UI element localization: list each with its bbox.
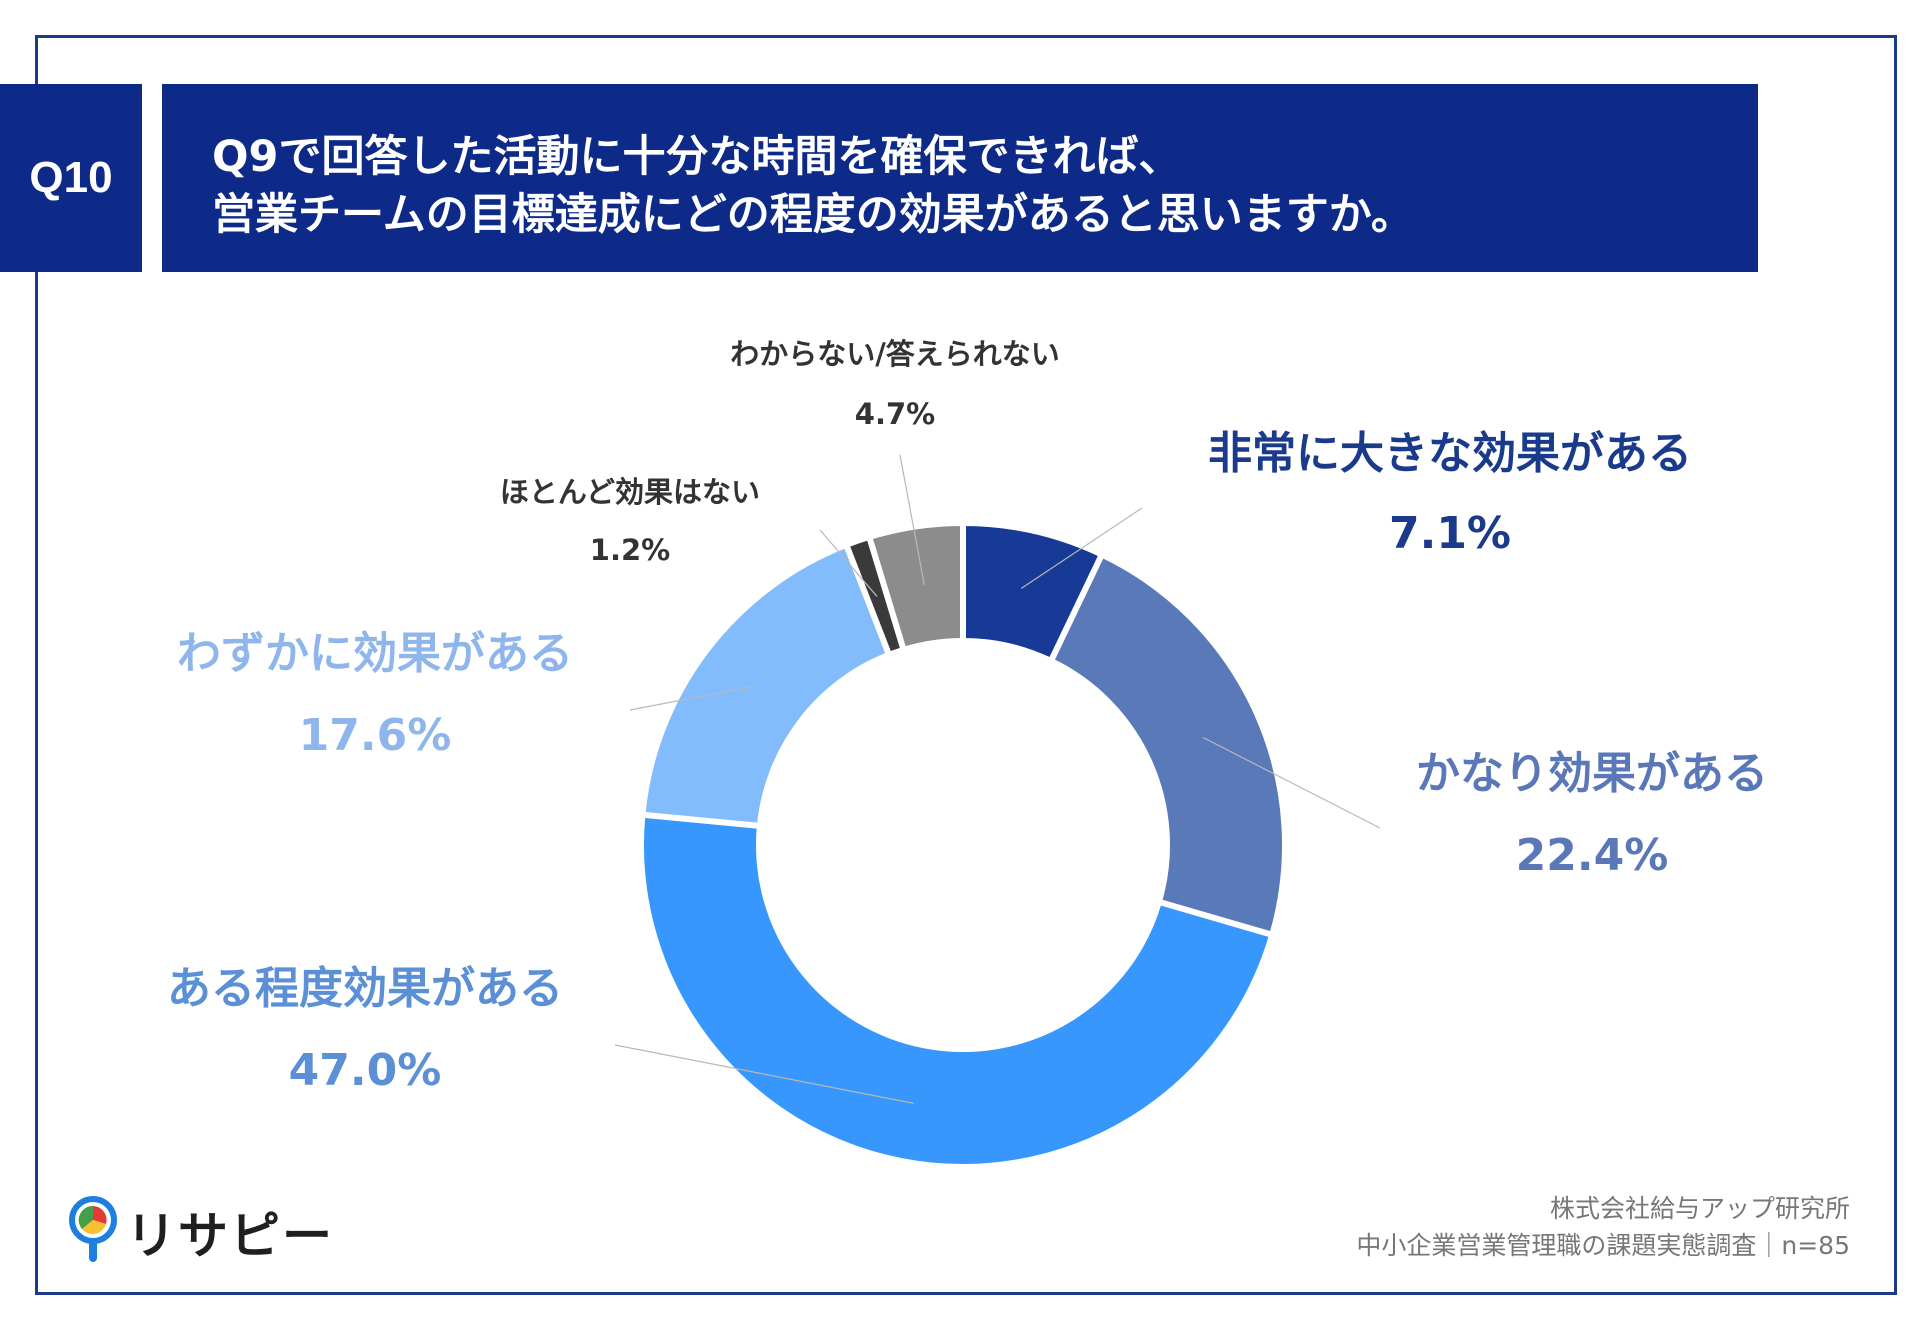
slice-label-3: わずかに効果がある: [177, 628, 573, 679]
slice-value-2: 47.0%: [289, 1045, 442, 1096]
slice-label-0: 非常に大きな効果がある: [1208, 428, 1692, 479]
slice-value-5: 4.7%: [855, 397, 935, 431]
question-badge: Q10: [0, 84, 142, 272]
risapy-logo: リサピー: [68, 1196, 334, 1268]
leader-line-2: [614, 1044, 914, 1104]
slice-5: [865, 519, 966, 654]
slice-value-1: 22.4%: [1516, 830, 1669, 881]
question-line-1: Q9で回答した活動に十分な時間を確保できれば、: [212, 132, 1182, 182]
leader-line-1: [1202, 736, 1381, 829]
logo-pin-icon: [69, 1196, 117, 1262]
leader-line-3: [629, 685, 754, 711]
question-banner: Q9で回答した活動に十分な時間を確保できれば、 営業チームの目標達成にどの程度の…: [162, 84, 1758, 272]
source-line-1: 株式会社給与アップ研究所: [1549, 1194, 1850, 1223]
question-line-2: 営業チームの目標達成にどの程度の効果があると思いますか。: [212, 190, 1414, 240]
labels-group: 非常に大きな効果がある 7.1% かなり効果がある 22.4% ある程度効果がある 47.…: [167, 337, 1768, 1096]
logo-text: リサピー: [126, 1207, 334, 1265]
outer-frame: [35, 35, 1897, 1295]
source-line-2: 中小企業営業管理職の課題実態調査｜n=85: [1356, 1231, 1850, 1260]
slice-value-3: 17.6%: [299, 710, 452, 761]
slice-label-5: わからない/答えられない: [730, 337, 1060, 371]
slice-label-2: ある程度効果がある: [167, 963, 563, 1014]
slice-label-1: かなり効果がある: [1416, 748, 1768, 799]
slice-label-4: ほとんど効果はない: [500, 475, 760, 509]
leader-lines-group: [614, 454, 1381, 1104]
slice-value-0: 7.1%: [1389, 508, 1511, 559]
slice-1: [1047, 550, 1288, 939]
leader-line-4: [819, 529, 878, 597]
slice-value-4: 1.2%: [590, 533, 670, 567]
leader-line-5: [899, 454, 925, 585]
slices-group: [638, 519, 1288, 1170]
leader-line-0: [1020, 507, 1143, 590]
source-note: 株式会社給与アップ研究所 中小企業営業管理職の課題実態調査｜n=85: [1356, 1190, 1850, 1264]
slice-3: [639, 540, 893, 830]
slice-2: [638, 811, 1276, 1170]
